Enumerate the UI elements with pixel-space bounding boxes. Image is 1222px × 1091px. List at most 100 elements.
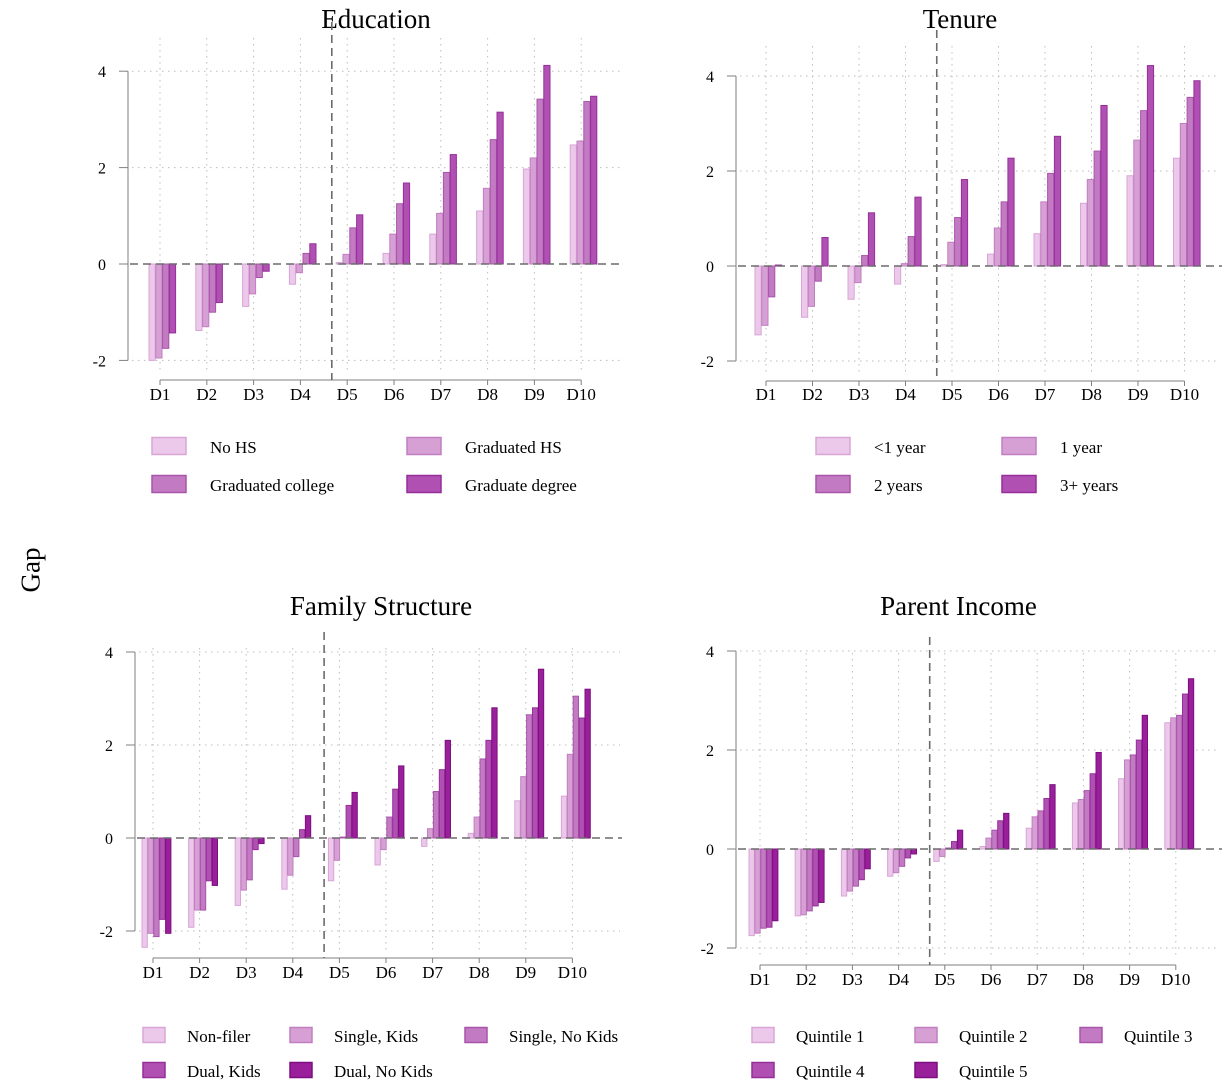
bar	[199, 837, 207, 911]
bar	[382, 252, 390, 265]
bar	[1176, 714, 1183, 850]
bar	[864, 848, 871, 870]
x-tick-label: D9	[1119, 970, 1140, 989]
bar	[806, 848, 813, 912]
bar	[900, 263, 908, 267]
bar	[847, 265, 855, 300]
legend-item: Dual, Kids	[142, 1061, 261, 1081]
x-tick-label: D1	[150, 385, 171, 404]
bar	[491, 707, 498, 839]
x-tick-label: D5	[329, 963, 350, 982]
bar	[155, 263, 163, 359]
bar	[1170, 717, 1177, 850]
legend-item: 3+ years	[1001, 474, 1118, 495]
y-tick-label: 4	[706, 644, 714, 661]
bar	[1126, 175, 1134, 267]
bar	[1047, 172, 1055, 267]
legend-item: Single, Kids	[289, 1026, 418, 1046]
x-tick-label: D7	[430, 385, 451, 404]
chart-title: Tenure	[923, 4, 998, 34]
bar	[327, 837, 335, 882]
bar	[1140, 110, 1148, 267]
y-tick-label: -2	[701, 941, 714, 958]
bar	[960, 179, 969, 267]
bar	[1053, 135, 1062, 267]
bar	[402, 182, 411, 265]
legend-label: 2 years	[874, 476, 923, 495]
bar	[473, 816, 480, 839]
legend-label: Dual, No Kids	[334, 1062, 433, 1081]
bar	[991, 829, 998, 850]
legend-item: Graduate degree	[406, 474, 577, 495]
bar	[954, 217, 962, 267]
bar	[1095, 751, 1102, 850]
legend-label: Quintile 5	[959, 1062, 1027, 1081]
bar	[1040, 201, 1048, 267]
y-tick-label: -2	[701, 354, 714, 371]
bar	[1124, 759, 1131, 850]
bar	[543, 64, 551, 265]
bar	[861, 255, 869, 267]
bar	[1179, 123, 1188, 267]
bar	[1003, 812, 1010, 850]
x-tick-label: D7	[1035, 385, 1056, 404]
legend-item: Quintile 1	[751, 1026, 864, 1046]
legend-item: Quintile 3	[1079, 1026, 1192, 1046]
bar	[258, 837, 265, 845]
x-tick-label: D8	[1081, 385, 1102, 404]
bar	[436, 212, 444, 265]
y-tick-label: 0	[706, 259, 714, 276]
x-tick-label: D4	[282, 963, 303, 982]
y-tick-label: 2	[105, 738, 113, 755]
legend-item: <1 year	[815, 436, 926, 457]
bar	[1173, 157, 1181, 267]
y-tick-label: 4	[105, 645, 113, 662]
bar	[979, 846, 986, 850]
legend-label: 1 year	[1060, 438, 1102, 457]
bar	[299, 829, 306, 839]
bar	[349, 227, 357, 265]
bar	[914, 196, 922, 267]
legend-item: 1 year	[1001, 436, 1102, 457]
bar	[398, 765, 405, 839]
bar	[576, 140, 584, 265]
bar	[907, 236, 915, 267]
legend-label: 3+ years	[1060, 476, 1118, 495]
bar	[1033, 233, 1041, 267]
legend-swatch	[406, 436, 442, 456]
bar	[195, 263, 203, 332]
legend-item: Single, No Kids	[464, 1026, 618, 1046]
bar	[852, 848, 860, 887]
bar	[761, 265, 769, 326]
bar	[526, 714, 533, 839]
bar	[858, 848, 865, 881]
bar	[748, 848, 755, 937]
bar	[396, 203, 404, 265]
legend-label: Dual, Kids	[187, 1062, 261, 1081]
bar	[987, 253, 995, 267]
bar	[234, 837, 241, 906]
bar	[985, 837, 992, 850]
bar	[215, 263, 223, 304]
bar	[386, 816, 393, 839]
y-tick-label: 0	[706, 842, 714, 859]
legend-swatch	[151, 436, 187, 456]
bar	[211, 837, 218, 886]
bar	[794, 848, 802, 917]
x-tick-label: D9	[524, 385, 545, 404]
bar	[578, 717, 585, 839]
bar	[514, 800, 521, 839]
bar	[429, 233, 437, 265]
bar	[1031, 816, 1038, 850]
bar	[288, 263, 297, 285]
bar	[1043, 798, 1050, 850]
bar	[1093, 150, 1101, 267]
x-tick-label: D8	[477, 385, 498, 404]
bar	[1049, 784, 1056, 850]
y-tick-label: 4	[98, 64, 106, 81]
bar	[1086, 179, 1095, 267]
legend-label: Graduate degree	[465, 476, 577, 495]
bar	[281, 837, 288, 890]
bar	[489, 139, 497, 265]
bar	[374, 837, 381, 866]
